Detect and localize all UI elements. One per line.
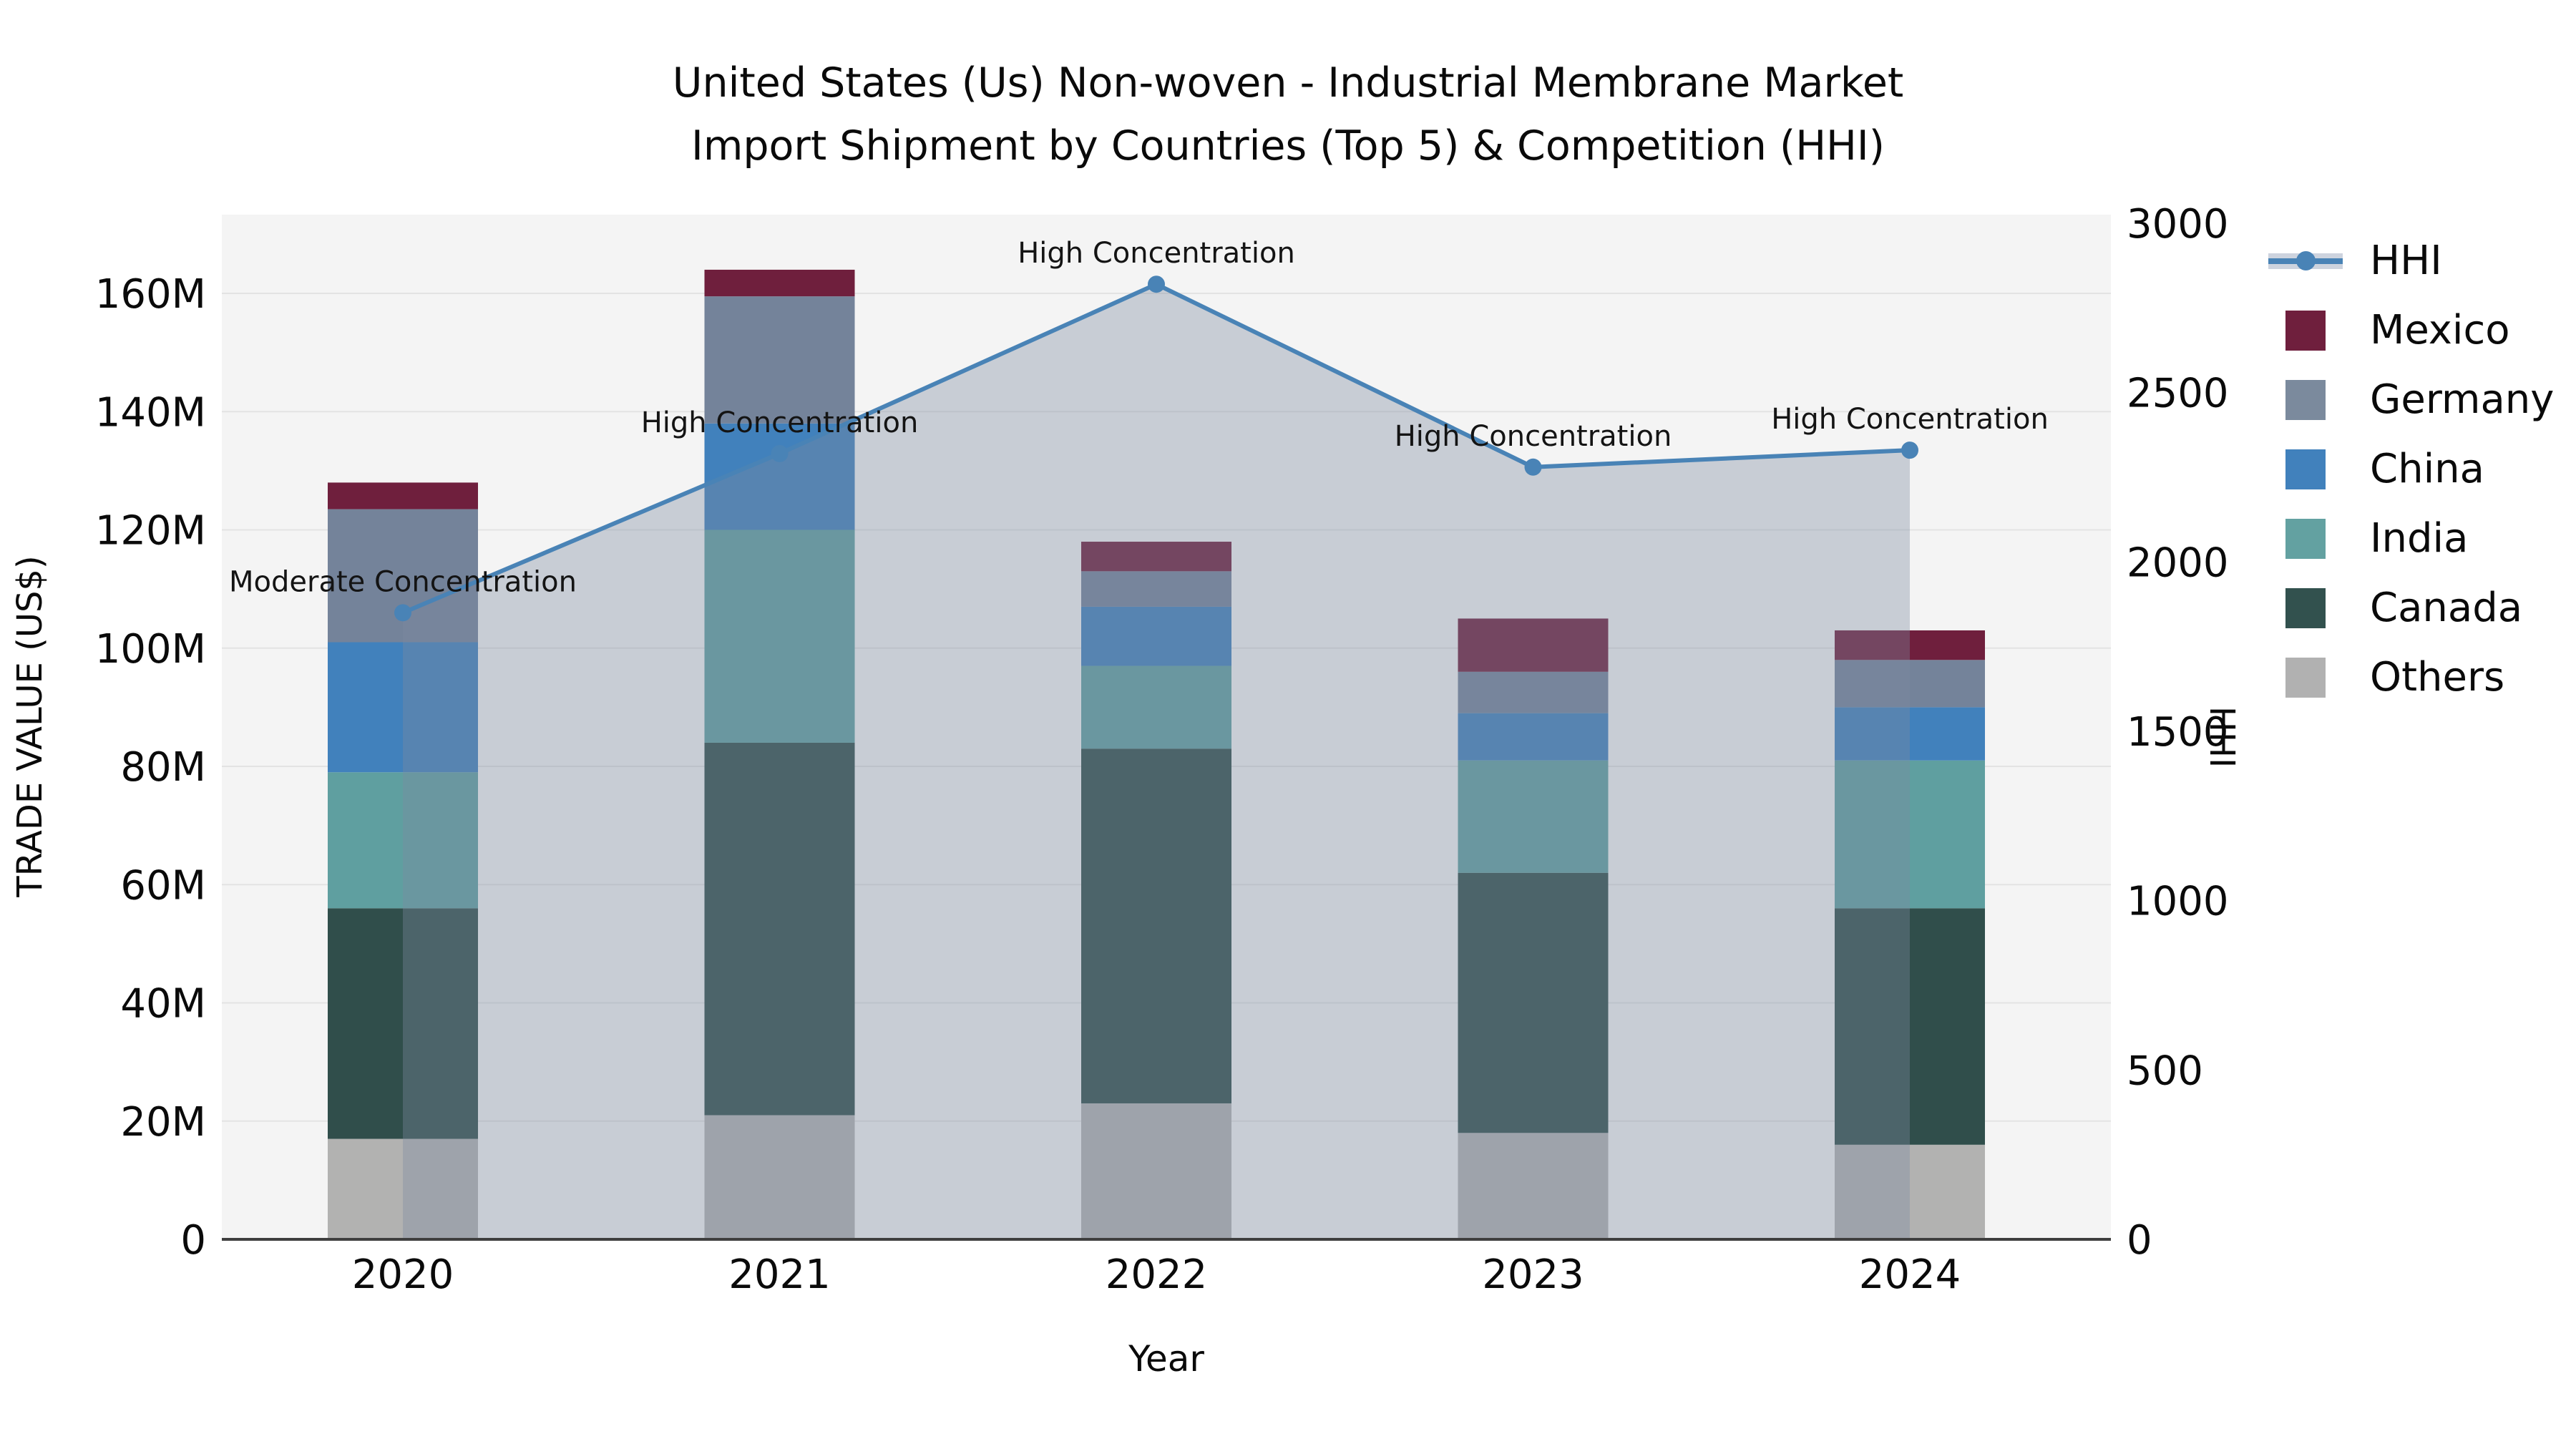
legend-label-hhi: HHI [2370, 238, 2442, 284]
annotation-2024: High Concentration [1771, 403, 2049, 436]
legend-item-others: Others [2267, 643, 2554, 712]
bar-segment-others-2023 [1458, 1133, 1609, 1239]
bar-segment-mexico-2022 [1081, 542, 1231, 572]
y-left-tick-label: 80M [120, 744, 206, 791]
legend-label-germany: Germany [2370, 376, 2555, 423]
x-tick-label-2020: 2020 [352, 1252, 454, 1298]
bar-segment-china-2022 [1081, 606, 1231, 666]
color-swatch-canada [2285, 587, 2326, 628]
legend-label-china: China [2370, 446, 2484, 492]
bar-segment-canada-2022 [1081, 748, 1231, 1103]
x-axis-label: Year [1128, 1338, 1204, 1380]
bar-segment-germany-2022 [1081, 571, 1231, 607]
y-left-tick-label: 60M [120, 862, 206, 909]
bar-segment-india-2022 [1081, 665, 1231, 749]
hhi-marker-2024 [1901, 441, 1918, 459]
bar-segment-india-2021 [704, 530, 855, 743]
hhi-marker-2020 [394, 604, 411, 622]
bar-segment-others-2022 [1081, 1103, 1231, 1239]
color-swatch-mexico [2285, 310, 2326, 351]
color-swatch-germany [2285, 379, 2326, 420]
x-tick-label-2023: 2023 [1482, 1252, 1584, 1298]
legend-item-mexico: Mexico [2267, 296, 2554, 365]
legend-label-others: Others [2370, 654, 2505, 701]
x-tick-label-2022: 2022 [1106, 1252, 1208, 1298]
bar-segment-canada-2023 [1458, 872, 1609, 1133]
y-right-tick-label: 3000 [2127, 201, 2229, 248]
bar-segment-others-2021 [704, 1115, 855, 1239]
y-left-tick-label: 160M [95, 271, 206, 318]
legend-item-canada: Canada [2267, 573, 2554, 643]
legend-swatch-icon [2267, 379, 2347, 420]
y-left-tick-label: 40M [120, 981, 206, 1028]
color-swatch-china [2285, 449, 2326, 489]
legend-swatch-icon [2267, 518, 2347, 559]
bar-segment-germany-2021 [704, 296, 855, 424]
bar-segment-china-2020 [328, 642, 478, 773]
legend-swatch-icon [2267, 449, 2347, 489]
legend-swatch-icon [2267, 657, 2347, 698]
chart-title: United States (Us) Non-woven - Industria… [0, 52, 2576, 178]
bar-segment-mexico-2024 [1835, 630, 1985, 660]
y-right-tick-label: 2500 [2127, 371, 2229, 417]
legend-label-india: India [2370, 515, 2469, 562]
y-right-tick-label: 500 [2127, 1048, 2203, 1094]
hhi-line-swatch-icon [2267, 250, 2347, 270]
bar-segment-canada-2021 [704, 742, 855, 1116]
bar-segment-canada-2020 [328, 908, 478, 1139]
hhi-marker-2023 [1524, 458, 1542, 476]
annotation-2023: High Concentration [1395, 420, 1672, 453]
bar-segment-germany-2024 [1835, 660, 1985, 708]
legend-item-germany: Germany [2267, 365, 2554, 434]
annotation-2022: High Concentration [1018, 237, 1295, 270]
y-right-tick-label: 2000 [2127, 540, 2229, 586]
legend-swatch-icon [2267, 587, 2347, 628]
y-left-tick-label: 140M [95, 389, 206, 436]
chart-title-line1: United States (Us) Non-woven - Industria… [672, 59, 1904, 107]
hhi-marker-2021 [771, 444, 789, 462]
hhi-marker-2022 [1148, 275, 1165, 293]
y-right-tick-label: 1000 [2127, 879, 2229, 925]
bar-segment-canada-2024 [1835, 908, 1985, 1145]
bar-segment-india-2023 [1458, 760, 1609, 873]
color-swatch-others [2285, 657, 2326, 698]
y-left-tick-label: 0 [180, 1217, 206, 1264]
y-right-tick-label: 1500 [2127, 709, 2229, 756]
bar-segment-mexico-2020 [328, 482, 478, 509]
y-axis-label-right: HHI [2202, 706, 2242, 769]
chart-title-line2: Import Shipment by Countries (Top 5) & C… [691, 122, 1885, 170]
legend-item-china: China [2267, 434, 2554, 504]
bar-segment-others-2024 [1835, 1144, 1985, 1239]
bar-segment-mexico-2021 [704, 269, 855, 297]
bar-segment-india-2020 [328, 772, 478, 909]
x-tick-label-2021: 2021 [728, 1252, 831, 1298]
legend-label-canada: Canada [2370, 585, 2523, 631]
bar-segment-china-2024 [1835, 707, 1985, 761]
y-left-tick-label: 20M [120, 1099, 206, 1146]
bar-segment-germany-2023 [1458, 671, 1609, 713]
bar-segment-others-2020 [328, 1138, 478, 1239]
legend-swatch-icon [2267, 310, 2347, 351]
bar-segment-mexico-2023 [1458, 618, 1609, 672]
hhi-area-fill [403, 284, 1910, 1240]
hhi-area-swatch [2268, 250, 2343, 270]
annotation-2021: High Concentration [641, 406, 919, 439]
bar-segment-china-2023 [1458, 713, 1609, 761]
legend: HHI Mexico Germany China India Canada Others [2267, 226, 2554, 712]
y-left-tick-label: 120M [95, 508, 206, 555]
bar-segment-india-2024 [1835, 760, 1985, 909]
y-right-tick-label: 0 [2127, 1217, 2152, 1264]
y-axis-label-left: TRADE VALUE (US$) [10, 555, 50, 897]
color-swatch-india [2285, 518, 2326, 559]
y-left-tick-label: 100M [95, 626, 206, 673]
legend-label-mexico: Mexico [2370, 307, 2510, 353]
legend-item-hhi: HHI [2267, 226, 2554, 296]
annotation-2020: Moderate Concentration [229, 565, 577, 598]
x-tick-label-2024: 2024 [1859, 1252, 1961, 1298]
legend-item-india: India [2267, 504, 2554, 573]
